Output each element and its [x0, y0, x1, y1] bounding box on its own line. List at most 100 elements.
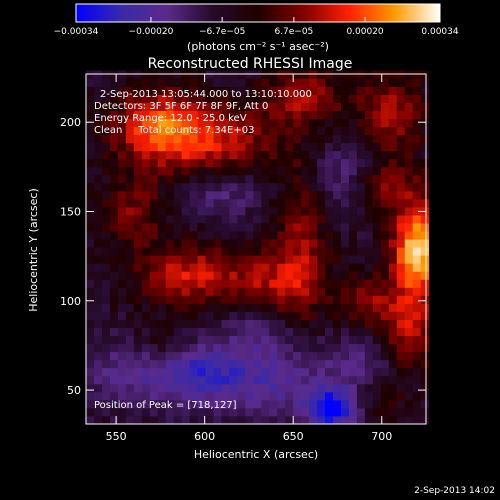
heatmap-cell: [412, 375, 422, 385]
heatmap-cell: [133, 279, 143, 288]
heatmap-cell: [404, 118, 414, 128]
heatmap-cell: [380, 78, 390, 87]
heatmap-cell: [237, 375, 246, 385]
heatmap-cell: [213, 303, 222, 312]
heatmap-cell: [229, 207, 238, 216]
heatmap-cell: [348, 415, 358, 425]
heatmap-cell: [396, 383, 406, 393]
heatmap-cell: [189, 303, 198, 312]
heatmap-cell: [420, 271, 430, 280]
heatmap-cell: [420, 359, 430, 369]
heatmap-cell: [165, 343, 175, 353]
heatmap-cell: [333, 375, 342, 385]
heatmap-cell: [301, 319, 310, 328]
heatmap-cell: [141, 367, 151, 377]
heatmap-cell: [189, 391, 198, 401]
heatmap-cell: [133, 327, 143, 337]
heatmap-cell: [348, 158, 358, 168]
annotation-detectors: Detectors: 3F 5F 6F 7F 8F 9F, Att 0: [94, 101, 268, 112]
heatmap-cell: [396, 142, 406, 152]
heatmap-cell: [269, 150, 278, 160]
heatmap-cell: [356, 239, 366, 248]
heatmap-cell: [309, 126, 318, 136]
heatmap-cell: [277, 86, 286, 95]
heatmap-cell: [341, 126, 350, 136]
heatmap-cell: [404, 231, 414, 240]
heatmap-cell: [189, 335, 198, 345]
heatmap-cell: [117, 126, 127, 136]
heatmap-cell: [109, 94, 119, 103]
heatmap-cell: [261, 207, 270, 216]
heatmap-cell: [380, 279, 390, 288]
heatmap-cell: [205, 150, 214, 160]
heatmap-cell: [277, 199, 286, 208]
heatmap-cell: [173, 150, 183, 160]
heatmap-cell: [93, 383, 103, 393]
heatmap-cell: [309, 134, 318, 144]
heatmap-cell: [293, 343, 302, 353]
heatmap-cell: [261, 118, 270, 128]
heatmap-cell: [301, 223, 310, 232]
heatmap-cell: [285, 110, 294, 120]
heatmap-cell: [348, 174, 358, 184]
heatmap-cell: [205, 158, 214, 168]
heatmap-cell: [245, 303, 254, 312]
heatmap-cell: [364, 231, 374, 240]
heatmap-cell: [101, 255, 111, 264]
heatmap-cell: [293, 279, 302, 288]
heatmap-cell: [317, 303, 326, 312]
heatmap-cell: [245, 279, 254, 288]
heatmap-cell: [396, 255, 406, 264]
heatmap-cell: [245, 319, 254, 328]
heatmap-cell: [356, 182, 366, 192]
heatmap-cell: [301, 263, 310, 272]
heatmap-cell: [348, 190, 358, 200]
heatmap-cell: [253, 134, 262, 144]
heatmap-cell: [253, 199, 262, 208]
heatmap-cell: [86, 126, 95, 136]
heatmap-cell: [245, 327, 254, 337]
heatmap-cell: [404, 182, 414, 192]
heatmap-cell: [237, 199, 246, 208]
heatmap-cell: [404, 271, 414, 280]
heatmap-cell: [396, 407, 406, 417]
heatmap-cell: [93, 311, 103, 320]
heatmap-cell: [173, 351, 183, 361]
heatmap-cell: [372, 207, 382, 216]
heatmap-cell: [245, 207, 254, 216]
heatmap-cell: [253, 142, 262, 152]
heatmap-cell: [213, 271, 222, 280]
heatmap-cell: [317, 375, 326, 385]
heatmap-cell: [380, 335, 390, 345]
heatmap-cell: [285, 375, 294, 385]
heatmap-cell: [125, 335, 135, 345]
heatmap-cell: [173, 199, 183, 208]
heatmap-cell: [269, 78, 278, 87]
heatmap-cell: [197, 207, 206, 216]
heatmap-cell: [372, 359, 382, 369]
heatmap-cell: [396, 126, 406, 136]
heatmap-cell: [141, 311, 151, 320]
heatmap-cell: [412, 182, 422, 192]
heatmap-cell: [364, 190, 374, 200]
heatmap-cell: [205, 295, 214, 304]
heatmap-cell: [364, 199, 374, 208]
heatmap-cell: [325, 190, 334, 200]
heatmap-cell: [269, 399, 278, 409]
heatmap-cell: [388, 343, 398, 353]
heatmap-cell: [412, 343, 422, 353]
heatmap-cell: [277, 94, 286, 103]
heatmap-cell: [189, 78, 198, 87]
heatmap-cell: [317, 166, 326, 176]
heatmap-cell: [396, 287, 406, 296]
heatmap-cell: [125, 207, 135, 216]
heatmap-cell: [93, 407, 103, 417]
heatmap-cell: [404, 255, 414, 264]
heatmap-cell: [229, 86, 238, 95]
heatmap-cell: [109, 182, 119, 192]
heatmap-cell: [293, 182, 302, 192]
heatmap-cell: [245, 70, 254, 79]
heatmap-cell: [404, 223, 414, 232]
heatmap-cell: [229, 383, 238, 393]
heatmap-cell: [165, 351, 175, 361]
